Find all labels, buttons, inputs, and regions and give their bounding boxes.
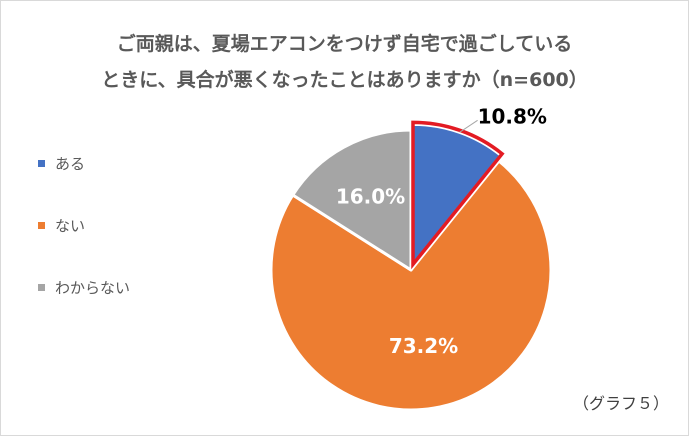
- figure-note: （グラフ５）: [572, 394, 669, 413]
- data-label-nai: 73.2%: [389, 334, 458, 358]
- data-label-aru: 10.8%: [478, 104, 547, 128]
- highlight-outline: [411, 120, 505, 270]
- leader-line-aru: [459, 119, 478, 133]
- legend-marker-wakaranai: [38, 284, 45, 291]
- chart-title-line-1: ご両親は、夏場エアコンをつけず自宅で過ごしている: [116, 33, 573, 55]
- legend-label-nai: ない: [55, 217, 86, 235]
- legend-label-wakaranai: わからない: [55, 279, 131, 297]
- legend-item-wakaranai: わからない: [38, 277, 130, 298]
- chart-title-line-2: ときに、具合が悪くなったことはありますか（n=600）: [101, 69, 588, 91]
- pie-slice-nai: [269, 159, 553, 412]
- pie-slice-wakaranai: [291, 128, 413, 272]
- legend-item-aru: ある: [38, 153, 85, 174]
- legend-marker-aru: [38, 160, 45, 167]
- legend-marker-nai: [38, 222, 45, 229]
- legend-label-aru: ある: [55, 155, 86, 173]
- data-label-wakaranai: 16.0%: [336, 184, 405, 208]
- chart-title: ご両親は、夏場エアコンをつけず自宅で過ごしている ときに、具合が悪くなったことは…: [0, 26, 689, 98]
- legend-item-nai: ない: [38, 215, 85, 236]
